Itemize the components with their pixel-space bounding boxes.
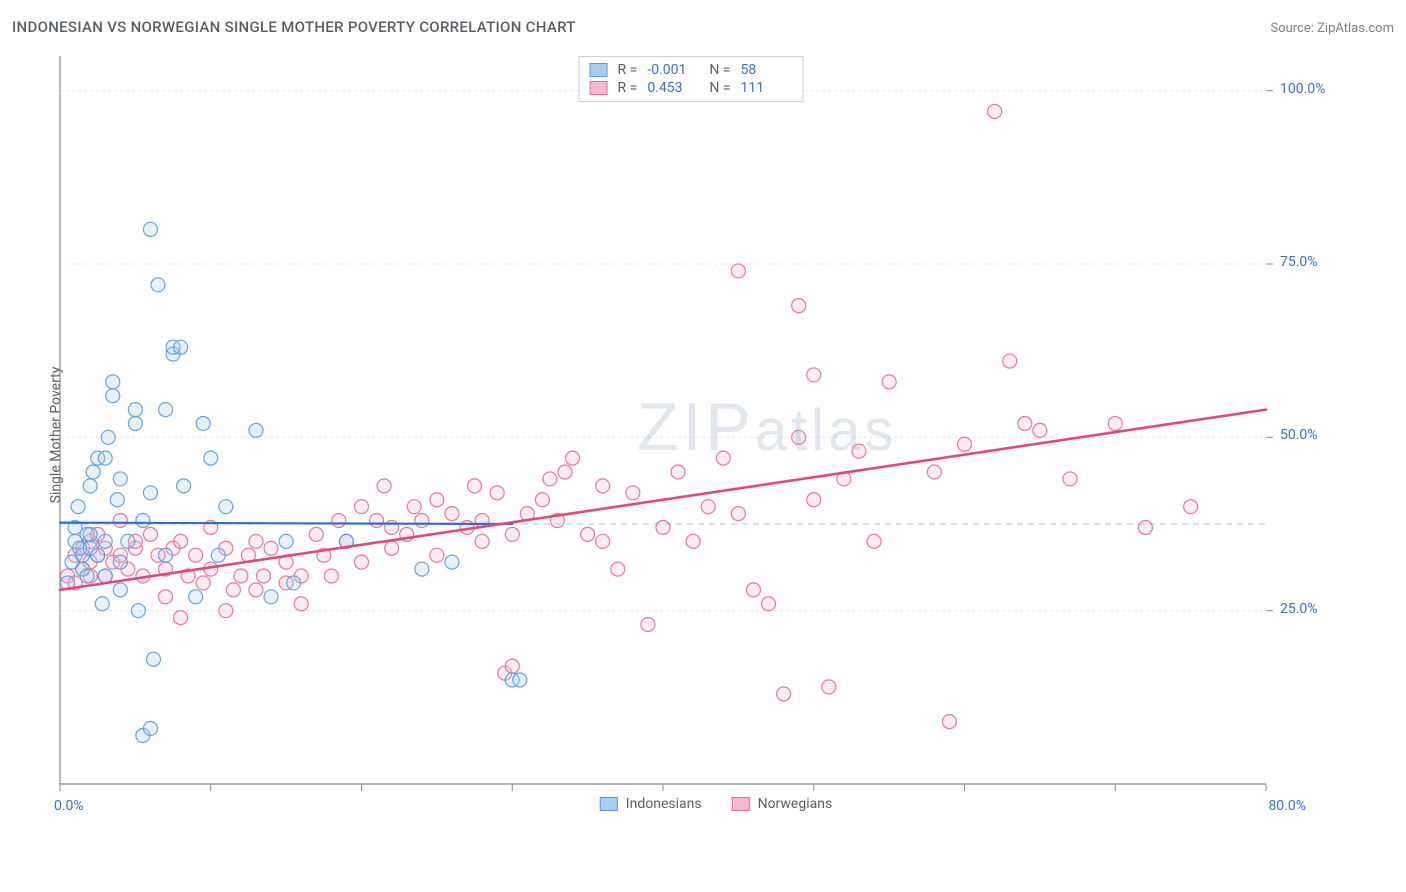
axis-tick-label: 75.0%: [1280, 254, 1318, 270]
legend-row-indonesians: R = -0.001 N = 58: [590, 61, 793, 79]
n-value: 58: [740, 62, 792, 78]
correlation-legend: R = -0.001 N = 58 R = 0.453 N = 111: [579, 56, 804, 102]
r-value: -0.001: [647, 62, 699, 78]
axis-tick-label: 50.0%: [1280, 427, 1318, 443]
chart-title: INDONESIAN VS NORWEGIAN SINGLE MOTHER PO…: [12, 18, 576, 36]
legend-entry-norwegians: Norwegians: [732, 796, 833, 812]
axis-tick-label: 25.0%: [1280, 601, 1318, 617]
legend-row-norwegians: R = 0.453 N = 111: [590, 79, 793, 97]
swatch-icon: [590, 63, 608, 77]
source-attribution: Source: ZipAtlas.com: [1270, 21, 1394, 36]
scatter-plot: ZIPatlas R = -0.001 N = 58 R = 0.453 N =…: [56, 50, 1326, 820]
plot-svg: [56, 50, 1326, 820]
swatch-icon: [590, 81, 608, 95]
n-value: 111: [740, 80, 792, 96]
axis-tick-label: 0.0%: [54, 798, 84, 814]
chart-header: INDONESIAN VS NORWEGIAN SINGLE MOTHER PO…: [12, 18, 1394, 36]
axis-tick-label: 80.0%: [1268, 798, 1306, 814]
r-value: 0.453: [647, 80, 699, 96]
swatch-icon: [732, 797, 750, 811]
series-legend: Indonesians Norwegians: [600, 796, 832, 812]
swatch-icon: [600, 797, 618, 811]
chart-container: Single Mother Poverty ZIPatlas R = -0.00…: [46, 50, 1386, 820]
axis-tick-label: 100.0%: [1280, 81, 1325, 97]
legend-entry-indonesians: Indonesians: [600, 796, 702, 812]
